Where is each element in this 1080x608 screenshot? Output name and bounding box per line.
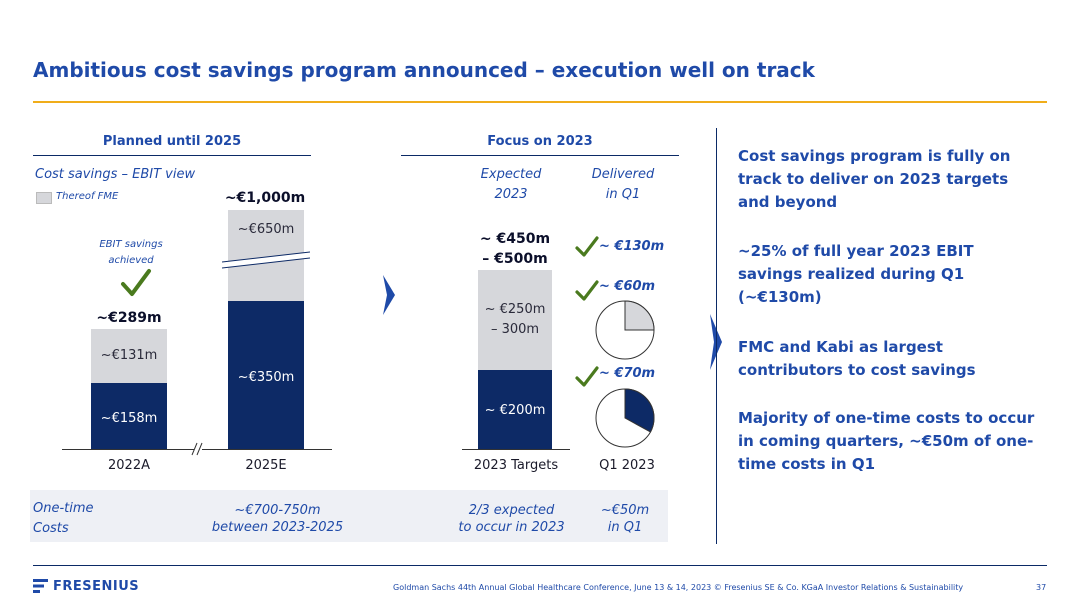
focus-heading: Focus on 2023 (487, 134, 593, 149)
pie-light (595, 300, 655, 360)
ebit-note-line1: EBIT savings (99, 239, 163, 250)
band-c1-line1: ~€700-750m (234, 503, 321, 518)
footer-text: Goldman Sachs 44th Annual Global Healthc… (393, 583, 964, 592)
middle-baseline (462, 449, 570, 450)
bar-2022-dark-label: ~€158m (100, 411, 158, 426)
bar-2025-total: ~€1,000m (224, 190, 306, 206)
check-total-icon (575, 236, 599, 257)
cost-savings-subtitle: Cost savings – EBIT view (35, 167, 196, 182)
delivered-line1: Delivered (591, 167, 655, 182)
ebit-check-icon (121, 269, 151, 296)
summary-point-1: Cost savings program is fully on track t… (738, 147, 1011, 211)
delivered-light: ~ €60m (599, 279, 656, 294)
planned-heading: Planned until 2025 (102, 134, 242, 149)
band-c3-line2: in Q1 (607, 520, 643, 535)
summary-point-3: FMC and Kabi as largest contributors to … (738, 338, 976, 379)
one-time-costs-band (30, 490, 668, 542)
axis-2022: 2022A (108, 458, 150, 473)
bar-2022-light-label: ~€131m (100, 348, 158, 363)
band-label-line1: One-time (33, 501, 94, 516)
divider-vertical (716, 128, 717, 544)
axis-2025: 2025E (245, 458, 287, 473)
axis-q1-2023: Q1 2023 (599, 458, 655, 473)
left-baseline-a (62, 449, 194, 450)
summary-point-2: ~25% of full year 2023 EBIT savings real… (738, 242, 974, 306)
band-c2-line1: 2/3 expected (468, 503, 555, 518)
target-bar-light (478, 270, 552, 370)
chevron-right-icon (383, 275, 395, 315)
bar-2022-total: ~€289m (96, 310, 162, 326)
band-c2-line2: to occur in 2023 (458, 520, 565, 535)
check-dark-icon (575, 366, 599, 387)
left-baseline-b (202, 449, 332, 450)
target-total-line1: ~ €450m (479, 231, 551, 247)
baseline-break-icon (191, 442, 203, 456)
target-dark-label: ~ €200m (484, 403, 546, 418)
fresenius-logo-text: FRESENIUS (53, 579, 140, 594)
axis-2023-targets: 2023 Targets (473, 458, 559, 473)
band-c3-line1: ~€50m (600, 503, 650, 518)
bar-2022-dark (91, 383, 167, 449)
page-title: Ambitious cost savings program announced… (33, 58, 815, 82)
check-light-icon (575, 280, 599, 301)
target-total-line2: – €500m (482, 251, 548, 267)
target-light-line2: – 300m (490, 322, 540, 337)
title-underline (33, 101, 1047, 103)
footer-rule (33, 565, 1047, 566)
axis-break-icon (222, 251, 310, 269)
target-bar-dark (478, 370, 552, 449)
target-light-line1: ~ €250m (484, 302, 546, 317)
pie-dark (595, 388, 655, 448)
expected-line2: 2023 (494, 187, 528, 202)
planned-rule (33, 155, 311, 156)
expected-line1: Expected (480, 167, 542, 182)
bar-2025-light-label: ~€650m (237, 222, 295, 237)
page-number: 37 (1036, 583, 1047, 592)
bar-2025-dark-label: ~€350m (237, 370, 295, 385)
delivered-dark: ~ €70m (599, 366, 656, 381)
band-c1-line2: between 2023-2025 (211, 520, 344, 535)
bar-2025-dark (228, 301, 304, 449)
band-label-line2: Costs (33, 521, 69, 536)
focus-rule (401, 155, 679, 156)
ebit-note-line2: achieved (108, 255, 154, 266)
legend-label: Thereof FME (56, 191, 119, 202)
delivered-total: ~ €130m (599, 239, 665, 254)
bar-2022-light (91, 329, 167, 383)
fresenius-logo-icon (33, 579, 48, 593)
summary-point-4: Majority of one-time costs to occur in c… (738, 409, 1035, 473)
delivered-line2: in Q1 (605, 187, 641, 202)
legend-swatch (36, 192, 52, 204)
